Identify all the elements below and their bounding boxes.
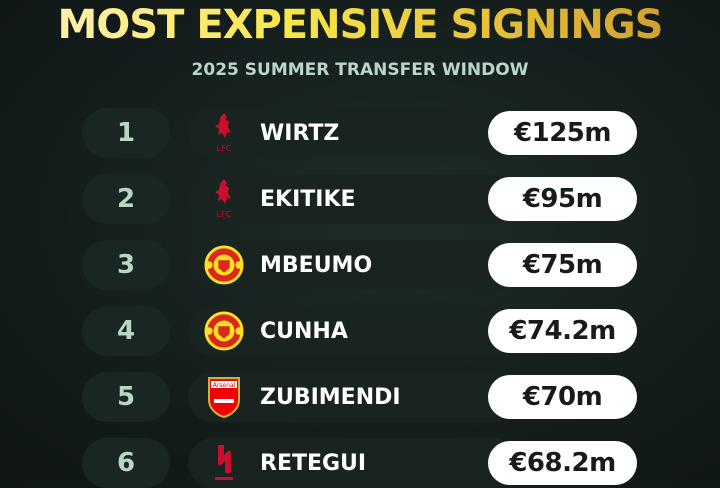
list-item: 1 LFC WIRTZ €125m <box>0 108 720 158</box>
rank-badge: 2 <box>82 174 170 224</box>
arsenal-crest-icon: Arsenal <box>204 375 244 419</box>
transfer-fee: €74.2m <box>488 309 637 353</box>
player-name: CUNHA <box>260 318 348 344</box>
svg-text:LFC: LFC <box>217 144 232 153</box>
list-item: 5 Arsenal ZUBIMENDI €70m <box>0 372 720 422</box>
liverpool-crest-icon: LFC <box>204 111 244 155</box>
list-item: 6 RETEGUI €68.2m <box>0 438 720 488</box>
page-subtitle: 2025 SUMMER TRANSFER WINDOW <box>191 60 529 80</box>
player-name: WIRTZ <box>260 120 340 146</box>
al-qadsiah-crest-icon <box>204 441 244 485</box>
player-box: LFC WIRTZ <box>188 108 518 158</box>
svg-text:LFC: LFC <box>217 210 232 219</box>
player-box: RETEGUI <box>188 438 518 488</box>
rank-badge: 6 <box>82 438 170 488</box>
manchester-united-crest-icon <box>204 309 244 353</box>
player-name: EKITIKE <box>260 186 356 212</box>
player-box: Arsenal ZUBIMENDI <box>188 372 518 422</box>
player-box: LFC EKITIKE <box>188 174 518 224</box>
transfer-fee: €70m <box>488 375 637 419</box>
player-name: RETEGUI <box>260 450 367 476</box>
list-item: 4 CUNHA €74.2m <box>0 306 720 356</box>
rank-badge: 3 <box>82 240 170 290</box>
player-name: MBEUMO <box>260 252 373 278</box>
liverpool-crest-icon: LFC <box>204 177 244 221</box>
player-box: CUNHA <box>188 306 518 356</box>
transfer-fee: €125m <box>488 111 637 155</box>
player-name: ZUBIMENDI <box>260 384 401 410</box>
transfer-fee: €68.2m <box>488 441 637 485</box>
svg-text:Arsenal: Arsenal <box>213 382 236 389</box>
list-item: 2 LFC EKITIKE €95m <box>0 174 720 224</box>
transfer-fee: €75m <box>488 243 637 287</box>
transfer-fee: €95m <box>488 177 637 221</box>
rank-badge: 4 <box>82 306 170 356</box>
list-item: 3 MBEUMO €75m <box>0 240 720 290</box>
page-title: MOST EXPENSIVE SIGNINGS <box>0 2 720 48</box>
manchester-united-crest-icon <box>204 243 244 287</box>
rank-badge: 1 <box>82 108 170 158</box>
rank-badge: 5 <box>82 372 170 422</box>
player-box: MBEUMO <box>188 240 518 290</box>
